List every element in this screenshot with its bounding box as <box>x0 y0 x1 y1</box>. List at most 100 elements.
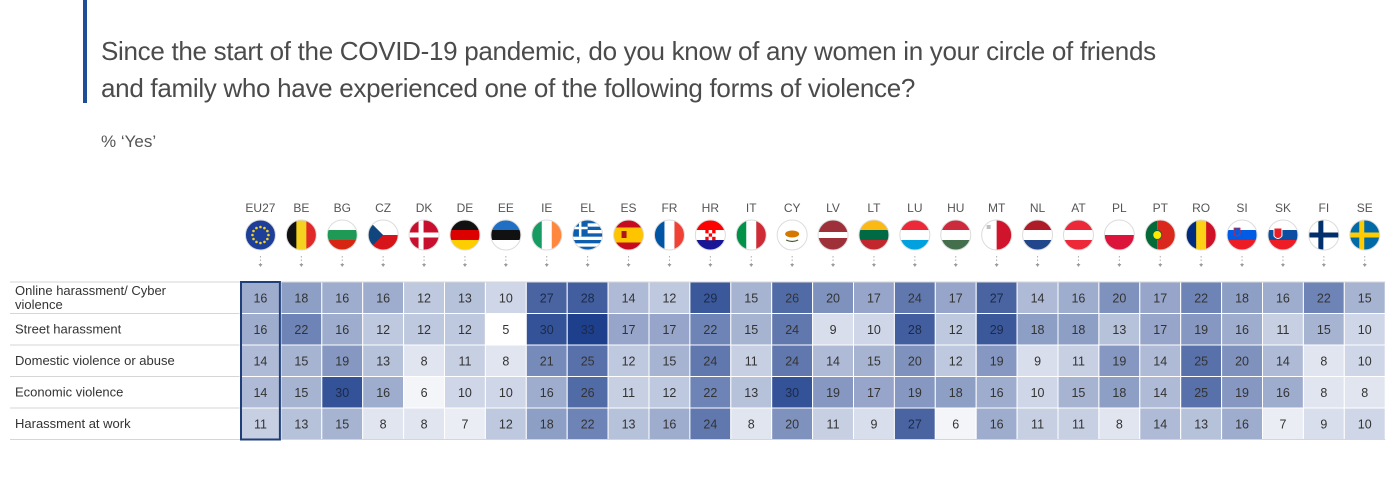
heatmap-cell <box>730 281 773 314</box>
cell-value: 25 <box>1194 354 1208 368</box>
germany-flag-icon <box>449 220 480 250</box>
flag-outline <box>285 219 317 251</box>
cell-value: 16 <box>253 323 267 337</box>
heatmap-cell <box>893 344 936 377</box>
column-arrow-icon <box>953 264 958 267</box>
column-arrow-icon <box>544 264 549 267</box>
column-arrow-icon <box>258 264 263 267</box>
cell-value: 15 <box>294 354 308 368</box>
cell-value: 21 <box>540 354 554 368</box>
flag-outline <box>1062 219 1094 251</box>
cell-value: 14 <box>826 354 840 368</box>
cell-value: 12 <box>417 323 431 337</box>
column-arrow-icon <box>1035 264 1040 267</box>
column-arrow-icon <box>749 264 754 267</box>
column-arrow-icon <box>790 264 795 267</box>
cell-value: 16 <box>990 417 1004 431</box>
heatmap-cell <box>893 376 936 409</box>
heatmap-cell <box>1221 281 1263 314</box>
flag-outline <box>244 219 276 251</box>
heatmap-cell <box>975 407 1018 440</box>
cell-value: 10 <box>1358 323 1372 337</box>
column-header-bg: BG <box>334 201 351 215</box>
heatmap-cell <box>771 281 814 314</box>
cell-value: 14 <box>1153 417 1167 431</box>
cell-value: 20 <box>1112 291 1126 305</box>
cell-value: 13 <box>458 291 472 305</box>
cell-value: 29 <box>990 323 1004 337</box>
heatmap-cell <box>1221 344 1263 377</box>
column-header-sk: SK <box>1275 201 1291 215</box>
heatmap-cell <box>1016 281 1059 314</box>
flag-outline <box>326 219 358 251</box>
croatia-flag-icon <box>695 220 726 250</box>
cell-value: 10 <box>1358 354 1372 368</box>
flag-outline <box>1226 219 1258 251</box>
column-header-lu: LU <box>907 201 922 215</box>
cell-value: 19 <box>908 386 922 400</box>
cell-value: 13 <box>744 386 758 400</box>
heatmap-cell <box>1057 313 1100 346</box>
cell-value: 24 <box>703 354 717 368</box>
france-flag-icon <box>654 220 685 250</box>
heatmap-cell <box>484 313 527 346</box>
cell-value: 22 <box>1194 291 1208 305</box>
column-arrow-icon <box>871 264 876 267</box>
column-arrow-icon <box>1240 264 1245 267</box>
cell-value: 27 <box>908 417 922 431</box>
cell-value: 28 <box>908 323 922 337</box>
heatmap-cell <box>1343 344 1386 377</box>
row-label: Economic violence <box>15 384 123 399</box>
cell-value: 9 <box>830 323 837 337</box>
italy-flag-icon <box>736 220 767 250</box>
heatmap-cell <box>812 376 854 409</box>
column-header-ro: RO <box>1192 201 1210 215</box>
column-arrow-icon <box>585 264 590 267</box>
cell-value: 14 <box>1153 354 1167 368</box>
column-header-pt: PT <box>1153 201 1169 215</box>
cell-value: 11 <box>254 417 267 431</box>
cell-value: 6 <box>952 417 959 431</box>
poland-flag-icon <box>1104 220 1135 250</box>
cell-value: 15 <box>294 386 308 400</box>
heatmap-cell <box>403 376 446 409</box>
heatmap-cell <box>362 344 405 377</box>
cell-value: 22 <box>294 323 308 337</box>
flag-outline <box>408 219 440 251</box>
heatmap-cell <box>362 407 405 440</box>
cell-value: 18 <box>540 417 554 431</box>
flag-outline <box>1022 219 1054 251</box>
cell-value: 9 <box>870 417 877 431</box>
cell-value: 24 <box>703 417 717 431</box>
cell-value: 11 <box>1072 354 1085 368</box>
cell-value: 17 <box>867 291 881 305</box>
lithuania-flag-icon <box>858 220 889 250</box>
cell-value: 16 <box>1276 291 1290 305</box>
cell-value: 18 <box>1071 323 1085 337</box>
cell-value: 19 <box>990 354 1004 368</box>
heatmap-cell <box>566 344 609 377</box>
column-arrow-icon <box>626 264 631 267</box>
cell-value: 17 <box>1153 291 1167 305</box>
heatmap-cell <box>607 281 650 314</box>
cell-value: 16 <box>1071 291 1085 305</box>
flag-outline <box>899 219 931 251</box>
cell-value: 9 <box>1320 417 1327 431</box>
heatmap-cell <box>975 376 1018 409</box>
cell-value: 12 <box>376 323 390 337</box>
eu-flag-icon <box>245 220 276 250</box>
cell-value: 12 <box>662 386 676 400</box>
cell-value: 16 <box>662 417 676 431</box>
heatmap-cell <box>362 313 405 346</box>
cell-value: 10 <box>1358 417 1372 431</box>
cell-value: 12 <box>417 291 431 305</box>
column-arrow-icon <box>340 264 345 267</box>
cell-value: 8 <box>421 354 428 368</box>
cell-value: 22 <box>581 417 595 431</box>
heatmap-cell <box>771 376 814 409</box>
cell-value: 18 <box>1031 323 1045 337</box>
heatmap-cell <box>1098 407 1141 440</box>
cell-value: 16 <box>1235 417 1249 431</box>
belgium-flag-icon <box>286 220 317 250</box>
estonia-flag-icon <box>490 220 521 250</box>
